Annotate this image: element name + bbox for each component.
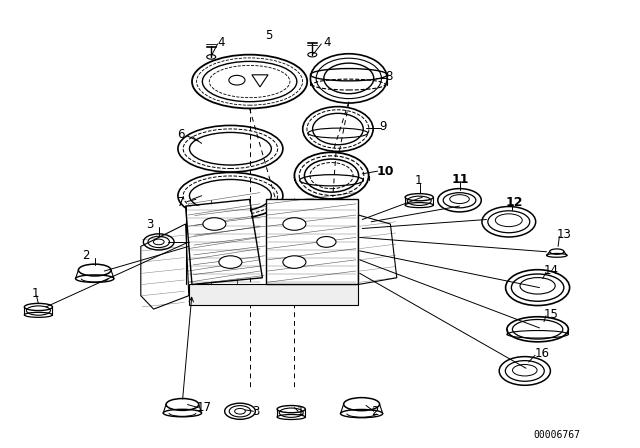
Text: 4: 4 — [323, 36, 331, 49]
Text: 2: 2 — [371, 405, 379, 418]
Text: 3: 3 — [146, 218, 154, 232]
Text: 9: 9 — [379, 120, 387, 133]
Text: 1: 1 — [297, 405, 305, 418]
Polygon shape — [189, 284, 358, 305]
Text: 12: 12 — [506, 196, 523, 209]
Text: 1: 1 — [415, 174, 422, 188]
Text: 16: 16 — [535, 347, 550, 361]
Text: 00006767: 00006767 — [533, 431, 580, 440]
Ellipse shape — [283, 218, 306, 230]
Text: 14: 14 — [544, 264, 559, 277]
Ellipse shape — [317, 237, 336, 247]
Text: 7: 7 — [177, 196, 184, 209]
Ellipse shape — [283, 256, 306, 268]
Polygon shape — [267, 200, 357, 284]
Ellipse shape — [203, 218, 226, 230]
Ellipse shape — [219, 256, 242, 268]
Text: 1: 1 — [32, 287, 40, 301]
Text: 10: 10 — [376, 164, 394, 178]
Text: 6: 6 — [177, 128, 184, 141]
Text: 3: 3 — [252, 405, 260, 418]
Text: 13: 13 — [557, 228, 572, 241]
Text: 15: 15 — [544, 308, 559, 321]
Text: 8: 8 — [385, 69, 393, 83]
Text: 5: 5 — [266, 29, 273, 43]
Text: 4: 4 — [218, 36, 225, 49]
Polygon shape — [187, 200, 261, 284]
Text: 2: 2 — [82, 249, 90, 262]
Text: 11: 11 — [452, 172, 469, 186]
Text: 17: 17 — [197, 401, 212, 414]
